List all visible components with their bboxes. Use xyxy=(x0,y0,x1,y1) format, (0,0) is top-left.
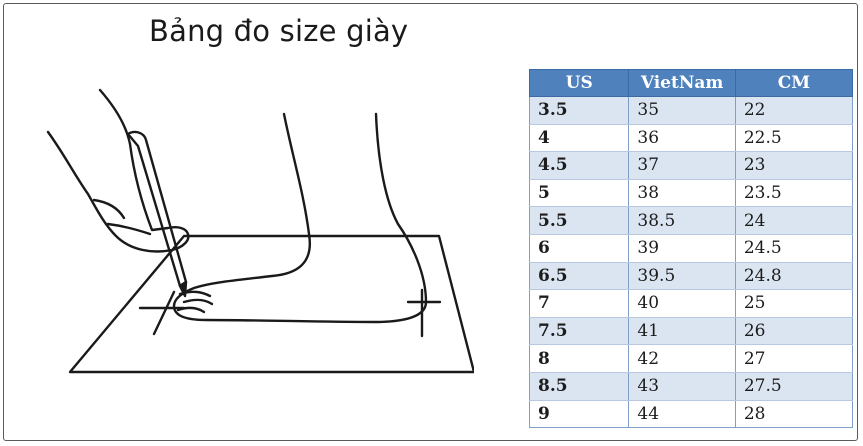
cell-us: 6 xyxy=(528,234,630,263)
foot-outline xyxy=(172,112,428,324)
paper-sheet xyxy=(68,234,474,374)
cell-vietnam: 37 xyxy=(628,151,736,180)
table-row: 5.5 38.5 24 xyxy=(528,206,854,235)
cell-us: 7 xyxy=(528,289,630,318)
cell-vietnam: 38 xyxy=(628,179,736,208)
hand-fingers xyxy=(92,198,152,236)
toe-mark xyxy=(138,290,186,336)
column-header-vietnam: VietNam xyxy=(628,69,736,97)
cell-cm: 22.5 xyxy=(734,124,854,153)
table-row: 6 39 24.5 xyxy=(528,234,854,263)
cell-cm: 23 xyxy=(734,151,854,180)
table-row: 8.5 43 27.5 xyxy=(528,372,854,401)
cell-us: 8.5 xyxy=(528,372,630,401)
cell-us: 3.5 xyxy=(528,96,630,125)
column-header-us: US xyxy=(528,69,630,97)
cell-vietnam: 35 xyxy=(628,96,736,125)
table-row: 7.5 41 26 xyxy=(528,317,854,346)
cell-vietnam: 44 xyxy=(628,400,736,429)
foot-measuring-illustration xyxy=(46,88,474,374)
cell-vietnam: 36 xyxy=(628,124,736,153)
cell-cm: 22 xyxy=(734,96,854,125)
table-row: 4 36 22.5 xyxy=(528,124,854,153)
table-row: 6.5 39.5 24.8 xyxy=(528,262,854,291)
cell-cm: 25 xyxy=(734,289,854,318)
cell-cm: 24.5 xyxy=(734,234,854,263)
cell-vietnam: 42 xyxy=(628,344,736,373)
cell-vietnam: 39 xyxy=(628,234,736,263)
table-row: 4.5 37 23 xyxy=(528,151,854,180)
cell-cm: 24 xyxy=(734,206,854,235)
cell-us: 9 xyxy=(528,400,630,429)
table-row: 8 42 27 xyxy=(528,344,854,373)
cell-us: 4 xyxy=(528,124,630,153)
cell-cm: 24.8 xyxy=(734,262,854,291)
column-header-cm: CM xyxy=(734,69,854,97)
pencil-tip xyxy=(178,280,188,298)
cell-us: 5.5 xyxy=(528,206,630,235)
table-header-row: US VietNam CM xyxy=(528,69,854,97)
cell-us: 7.5 xyxy=(528,317,630,346)
cell-cm: 26 xyxy=(734,317,854,346)
cell-vietnam: 43 xyxy=(628,372,736,401)
cell-cm: 27 xyxy=(734,344,854,373)
cell-vietnam: 41 xyxy=(628,317,736,346)
cell-cm: 23.5 xyxy=(734,179,854,208)
heel-mark xyxy=(406,288,442,338)
page-title: Bảng đo size giày xyxy=(149,14,409,48)
cell-vietnam: 40 xyxy=(628,289,736,318)
cell-cm: 28 xyxy=(734,400,854,429)
shoe-size-table: US VietNam CM 3.5 35 22 4 36 22.5 4.5 37… xyxy=(528,69,854,429)
table-row: 5 38 23.5 xyxy=(528,179,854,208)
cell-us: 5 xyxy=(528,179,630,208)
cell-us: 8 xyxy=(528,344,630,373)
cell-cm: 27.5 xyxy=(734,372,854,401)
size-chart-panel: Bảng đo size giày US VietNam CM 3.5 xyxy=(3,3,858,441)
cell-vietnam: 39.5 xyxy=(628,262,736,291)
cell-vietnam: 38.5 xyxy=(628,206,736,235)
pencil xyxy=(126,130,188,288)
cell-us: 4.5 xyxy=(528,151,630,180)
cell-us: 6.5 xyxy=(528,262,630,291)
table-row: 9 44 28 xyxy=(528,400,854,429)
table-row: 3.5 35 22 xyxy=(528,96,854,125)
hand-outline xyxy=(46,88,190,253)
table-row: 7 40 25 xyxy=(528,289,854,318)
